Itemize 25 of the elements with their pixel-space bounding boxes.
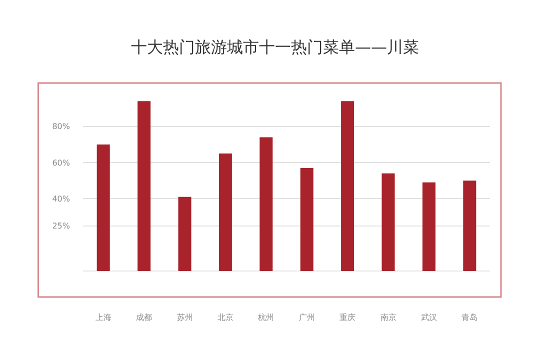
x-tick-label: 南京 xyxy=(380,313,396,322)
x-tick-label: 广州 xyxy=(298,313,315,322)
bar xyxy=(178,196,192,271)
bar xyxy=(382,173,395,271)
bar xyxy=(463,180,476,271)
x-tick-label: 苏州 xyxy=(176,313,193,322)
y-tick-label: 60% xyxy=(52,158,70,168)
x-tick-label: 上海 xyxy=(95,313,112,322)
x-tick-label: 重庆 xyxy=(340,313,356,322)
bar xyxy=(422,182,436,271)
bar xyxy=(96,144,110,271)
bar xyxy=(218,154,232,271)
x-tick-label: 杭州 xyxy=(257,313,274,322)
x-tick-label: 青岛 xyxy=(462,313,478,322)
bar xyxy=(341,101,354,271)
chart-title: 十大热门旅游城市十一热门菜单——川菜 xyxy=(131,38,419,57)
bar xyxy=(300,168,314,271)
x-tick-label: 北京 xyxy=(217,313,234,322)
y-tick-label: 25% xyxy=(52,222,70,231)
bar xyxy=(138,101,151,271)
y-tick-label: 80% xyxy=(52,122,70,132)
x-tick-label: 武汉 xyxy=(420,313,437,322)
y-tick-label: 40% xyxy=(52,194,70,204)
x-tick-label: 成都 xyxy=(136,313,152,322)
bar xyxy=(260,137,273,271)
